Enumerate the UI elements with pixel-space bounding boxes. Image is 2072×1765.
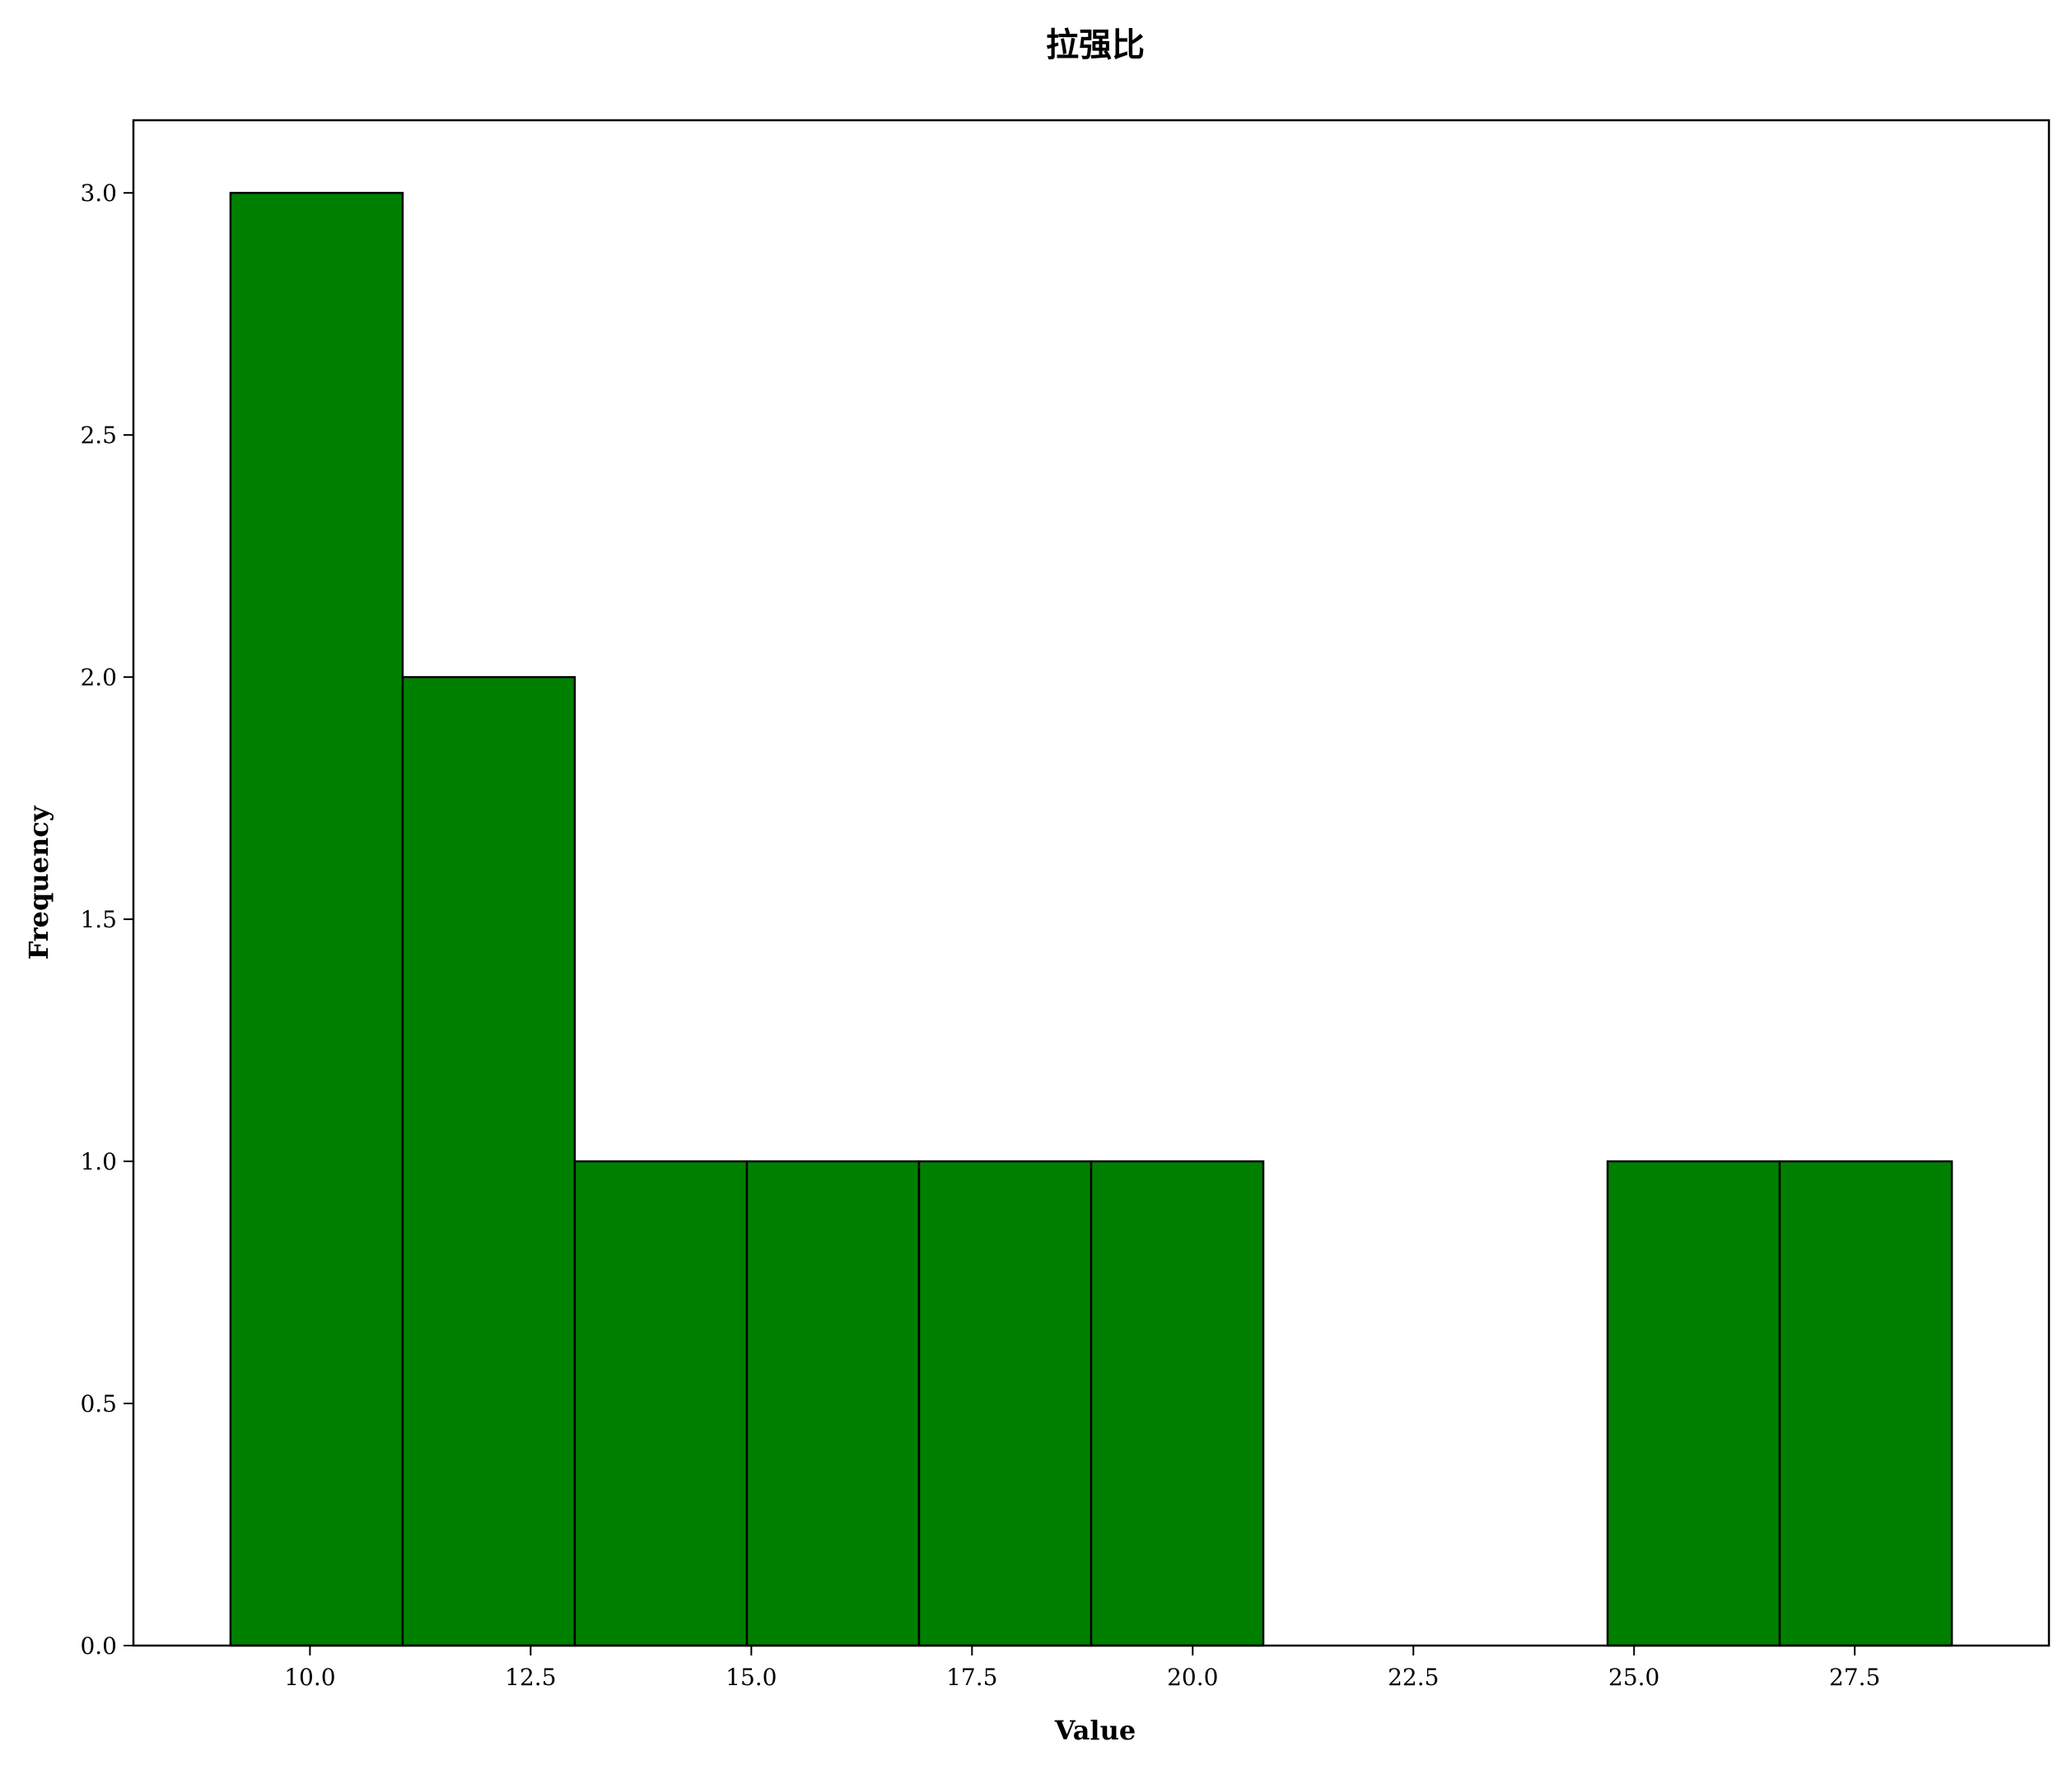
histogram-bar (1778, 1160, 1953, 1647)
x-tick-label: 27.5 (1829, 1664, 1880, 1691)
x-tick-label: 17.5 (946, 1664, 997, 1691)
x-axis-label: Value (1054, 1715, 1136, 1746)
bars-group (229, 191, 1953, 1647)
histogram-bar (1090, 1160, 1265, 1647)
y-ticks-group: 0.0 0.5 1.0 1.5 2.0 2.5 3.0 (80, 180, 133, 1660)
plot-frame (132, 119, 2051, 1647)
x-tick-label: 15.0 (726, 1664, 777, 1691)
y-tick-label: 2.0 (80, 664, 117, 691)
histogram-bar (229, 191, 404, 1647)
x-tick-label: 25.0 (1608, 1664, 1659, 1691)
y-tick-label: 3.0 (80, 180, 117, 207)
y-tick-label: 0.5 (80, 1390, 117, 1417)
y-tick-label: 1.0 (80, 1148, 117, 1175)
y-tick-label: 0.0 (80, 1632, 117, 1660)
histogram-bar (573, 1160, 749, 1647)
x-ticks-group: 10.0 12.5 15.0 17.5 20.0 22.5 25.0 27.5 (284, 1646, 1880, 1691)
histogram-bar (917, 1160, 1093, 1647)
y-tick-label: 1.5 (80, 906, 117, 933)
x-tick-label: 10.0 (284, 1664, 335, 1691)
histogram-bar (401, 675, 576, 1647)
x-tick-label: 22.5 (1388, 1664, 1439, 1691)
y-axis-label: Frequency (23, 805, 54, 960)
x-tick-label: 12.5 (505, 1664, 556, 1691)
y-tick-label: 2.5 (80, 422, 117, 449)
histogram-bar (745, 1160, 921, 1647)
histogram-bar (1606, 1160, 1781, 1647)
x-tick-label: 20.0 (1167, 1664, 1218, 1691)
chart-title: 拉强比 (1046, 26, 1145, 64)
